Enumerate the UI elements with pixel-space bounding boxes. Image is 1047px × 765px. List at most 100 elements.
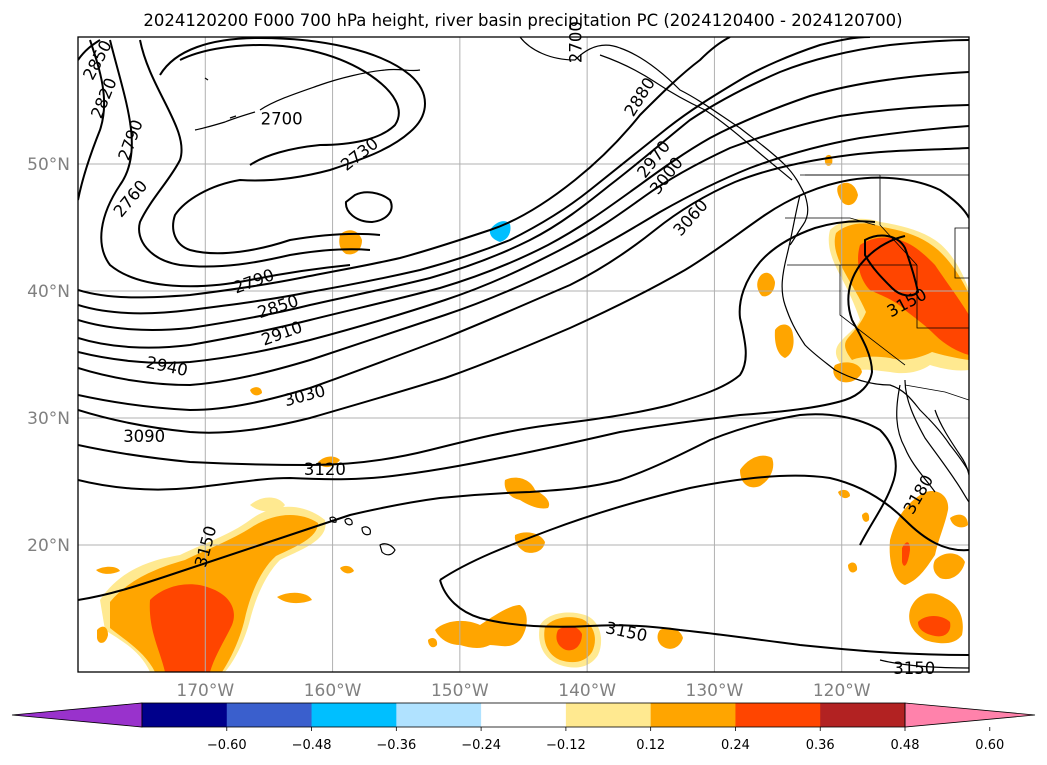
contour-2790	[100, 39, 351, 288]
contour-3150-north	[78, 235, 906, 491]
lat-tick-label: 20°N	[27, 536, 70, 556]
precip-region-ore	[757, 272, 775, 297]
precip-region-e3	[933, 553, 965, 580]
colorbar-segment	[142, 703, 228, 727]
precip-region-sw4	[97, 626, 108, 643]
coastline-mexico-south	[879, 659, 969, 669]
border-id-mt	[879, 175, 918, 266]
lon-tick-label: 120°W	[813, 681, 871, 701]
colorbar-tick-label: 0.48	[891, 738, 920, 753]
contour-label: 3090	[123, 427, 165, 446]
precip-region-e5	[950, 514, 968, 528]
lon-tick-label: 160°W	[304, 681, 362, 701]
chart-title: 2024120200 F000 700 hPa height, river ba…	[143, 11, 902, 30]
precip-region-e2-high	[902, 542, 910, 566]
precip-region-small5	[848, 562, 858, 573]
contour-label: 3150	[893, 659, 935, 678]
contour-2850	[78, 39, 101, 61]
height-contours	[78, 37, 969, 656]
precip-region-small4	[428, 637, 438, 648]
precip-region-small3	[340, 565, 354, 574]
colorbar: −0.60 −0.48 −0.36 −0.24 −0.12 0.12 0.24 0.36 0.4…	[11, 702, 1036, 753]
map-gridlines	[78, 37, 969, 672]
contour-label: 2700	[567, 21, 586, 63]
island-hawaii-4	[329, 516, 337, 523]
colorbar-segment	[226, 703, 313, 727]
contour-label: 2700	[261, 109, 303, 128]
coastline-us-west	[781, 194, 969, 473]
contour-3030	[78, 125, 969, 387]
island-hawaii-3	[344, 518, 353, 526]
border-us-mexico	[904, 384, 969, 401]
colorbar-extend-max	[904, 702, 1036, 728]
precip-region-e4-high	[918, 616, 951, 637]
precip-region-nw-high	[858, 237, 969, 355]
precip-region-c2	[514, 532, 545, 553]
island-small-1	[204, 77, 209, 81]
contour-2700	[179, 43, 400, 166]
precip-region-small7	[838, 489, 850, 499]
lon-tick-label: 150°W	[431, 681, 489, 701]
precip-region-neg	[489, 221, 511, 242]
contour-3060	[78, 147, 969, 412]
colorbar-segment	[565, 703, 652, 727]
contour-2970	[78, 71, 969, 349]
lon-tick-label: 170°W	[176, 681, 234, 701]
colorbar-tick-label: −0.36	[376, 738, 416, 753]
colorbar-tick-label: −0.12	[546, 738, 586, 753]
precip-region-sw5	[96, 566, 120, 574]
contour-2940	[78, 39, 969, 331]
colorbar-tick-label: 0.36	[806, 738, 835, 753]
colorbar-tick-label: −0.60	[207, 738, 247, 753]
coastline-baja-west	[896, 384, 936, 493]
lat-tick-label: 50°N	[27, 155, 70, 175]
latitude-axis: 20°N 30°N 40°N 50°N	[27, 155, 70, 556]
lat-tick-label: 40°N	[27, 282, 70, 302]
precip-region-sw-high	[149, 584, 234, 672]
colorbar-segment	[735, 703, 821, 727]
island-hawaii-1	[379, 543, 396, 556]
precipitation-shading	[96, 154, 969, 672]
island-hawaii-2	[361, 526, 371, 536]
contour-2820	[78, 39, 106, 201]
colorbar-extend-min	[11, 702, 143, 728]
colorbar-segment	[396, 703, 482, 727]
colorbar-tick-label: −0.24	[461, 738, 501, 753]
colorbar-frame	[141, 702, 906, 728]
contour-3150-south	[78, 413, 897, 601]
colorbar-segment	[481, 703, 567, 727]
contour-3090	[78, 176, 969, 434]
coastline-baja	[904, 379, 969, 503]
precip-region-sw3	[277, 592, 312, 604]
lat-tick-label: 30°N	[27, 409, 70, 429]
colorbar-tick-label: 0.24	[721, 738, 750, 753]
colorbar-tick-label: 0.12	[636, 738, 665, 753]
border-ca-nv	[839, 265, 906, 366]
precip-region-c4-high	[556, 626, 582, 651]
precip-region-small6	[862, 512, 870, 522]
colorbar-tick-label: 0.60	[975, 738, 1004, 753]
map-frame	[77, 36, 970, 673]
contour-3120	[78, 220, 876, 467]
colorbar-tick-label: −0.48	[292, 738, 332, 753]
longitude-axis: 170°W 160°W 150°W 140°W 130°W 120°W	[176, 681, 870, 701]
lon-tick-label: 140°W	[558, 681, 616, 701]
precip-region-wa	[837, 182, 858, 206]
precip-region-sw2	[250, 497, 285, 512]
precip-region-c3	[435, 605, 527, 649]
contour-low-center	[344, 191, 393, 224]
precip-region-small1	[250, 387, 262, 396]
contour-2760	[138, 39, 371, 268]
contour-2880	[78, 37, 731, 299]
precip-region-c5	[657, 627, 683, 649]
border-wy	[954, 227, 969, 279]
lon-tick-label: 130°W	[686, 681, 744, 701]
border-wa-or	[785, 217, 876, 226]
coastline-aleutian	[194, 111, 256, 131]
contour-label: 3120	[304, 460, 346, 479]
colorbar-segment	[311, 703, 397, 727]
contour-2730	[159, 37, 426, 255]
colorbar-segment	[650, 703, 736, 727]
map-area	[78, 37, 969, 672]
